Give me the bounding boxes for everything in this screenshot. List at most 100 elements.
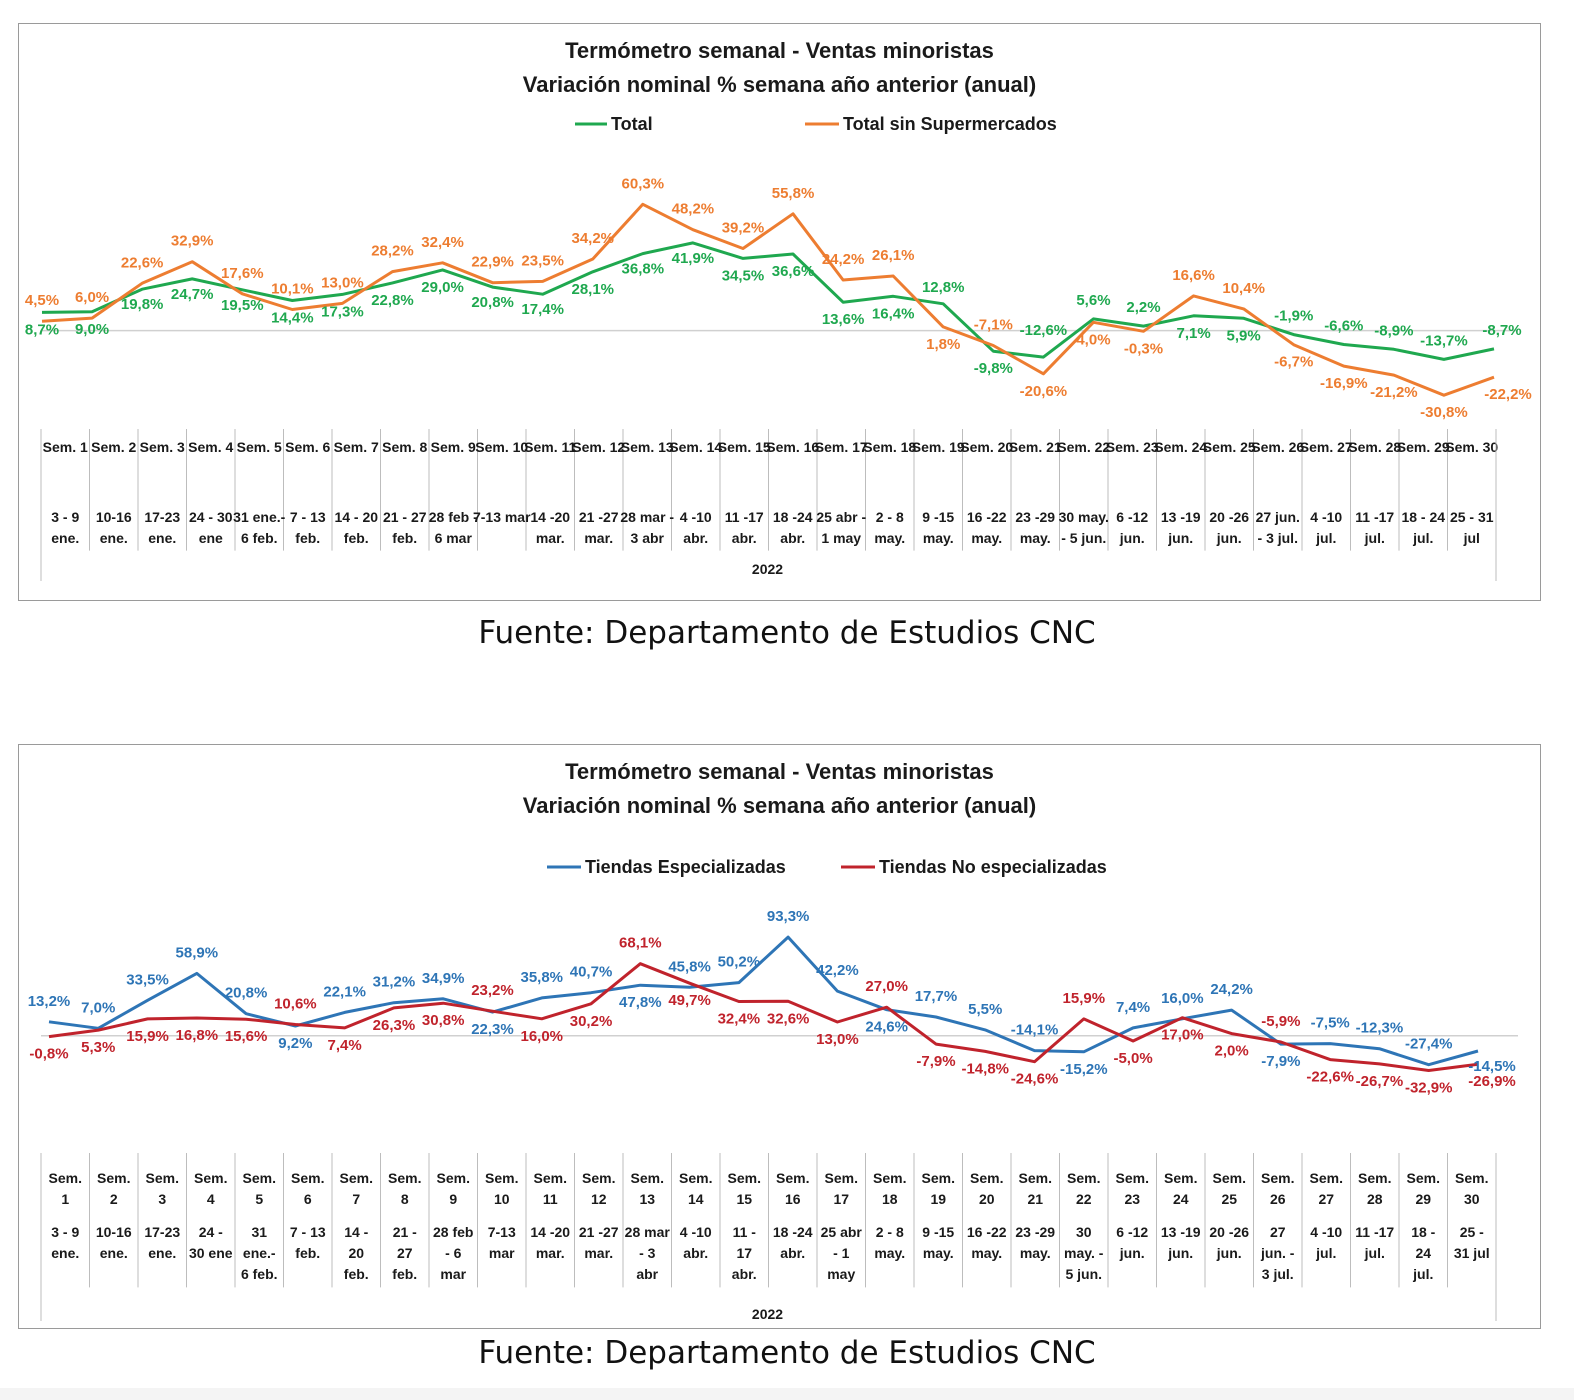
- chart2-title: Termómetro semanal - Ventas minoristas: [565, 759, 994, 784]
- chart2-date-label-13: abr: [636, 1266, 658, 1282]
- chart2-week-label-29: Sem.: [1407, 1170, 1440, 1186]
- chart2-week-label-6: Sem.: [291, 1170, 324, 1186]
- chart2-week-label-27: 27: [1318, 1191, 1334, 1207]
- chart1-data-label-s2-4: 32,9%: [171, 233, 214, 250]
- chart2-week-label-8: 8: [401, 1191, 409, 1207]
- chart1-data-label-s1-15: 34,5%: [722, 267, 765, 284]
- chart2-week-label-12: Sem.: [582, 1170, 615, 1186]
- chart1-data-label-s2-25: 10,4%: [1222, 280, 1265, 297]
- chart1-date-label-27: jul.: [1315, 530, 1336, 546]
- chart1-date-label-8: 21 - 27: [383, 509, 427, 525]
- chart2-date-label-4: 30 ene: [189, 1245, 233, 1261]
- chart1-data-label-s2-10: 22,9%: [471, 254, 514, 271]
- chart1-week-label-14: Sem. 14: [669, 439, 722, 455]
- chart1-week-label-5: Sem. 5: [237, 439, 282, 455]
- chart2-date-label-29: 24: [1415, 1245, 1431, 1261]
- chart2-week-label-19: Sem.: [922, 1170, 955, 1186]
- chart2-week-label-9: Sem.: [437, 1170, 470, 1186]
- chart2-week-label-10: 10: [494, 1191, 510, 1207]
- chart1-data-label-s1-25: 5,9%: [1227, 327, 1261, 344]
- chart1-date-label-25: jun.: [1216, 530, 1242, 546]
- chart2-data-label-s2-23: -5,0%: [1113, 1050, 1152, 1067]
- chart1-series-line-1: [41, 241, 1495, 361]
- chart2-data-label-s2-11: 16,0%: [520, 1028, 563, 1045]
- chart1-date-label-15: abr.: [732, 530, 757, 546]
- chart2-date-label-22: 5 jun.: [1065, 1266, 1102, 1282]
- chart2-date-label-20: 16 -22: [967, 1224, 1007, 1240]
- chart2-date-label-8: 21 -: [393, 1224, 417, 1240]
- chart2-week-label-10: Sem.: [485, 1170, 518, 1186]
- chart2-data-label-s1-10: 22,3%: [471, 1021, 514, 1038]
- chart2-data-label-s1-4: 58,9%: [176, 944, 219, 961]
- chart2-data-label-s1-27: -7,5%: [1311, 1015, 1350, 1032]
- chart1-data-label-s1-30: -8,7%: [1482, 322, 1521, 339]
- chart2-date-label-23: 6 -12: [1116, 1224, 1148, 1240]
- chart1-data-label-s1-28: -8,9%: [1374, 322, 1413, 339]
- chart2-week-label-23: Sem.: [1116, 1170, 1149, 1186]
- chart2-week-label-3: Sem.: [146, 1170, 179, 1186]
- chart2-date-label-2: 10-16: [96, 1224, 132, 1240]
- chart1-week-label-11: Sem. 11: [524, 439, 576, 455]
- chart2-date-label-16: abr.: [780, 1245, 805, 1261]
- chart1-data-label-s1-22: 5,6%: [1076, 292, 1110, 309]
- chart2-data-label-s2-6: 10,6%: [274, 996, 317, 1013]
- chart2-date-label-28: jul.: [1364, 1245, 1385, 1261]
- chart1-week-label-8: Sem. 8: [382, 439, 427, 455]
- chart2-legend-label-1: Tiendas Especializadas: [585, 857, 786, 877]
- chart1-date-label-22: 30 may.: [1059, 509, 1109, 525]
- chart2-week-label-1: 1: [61, 1191, 69, 1207]
- chart2-date-label-29: 18 -: [1411, 1224, 1435, 1240]
- chart2-data-label-s1-17: 42,2%: [816, 962, 859, 979]
- chart1-week-label-20: Sem. 20: [960, 439, 1013, 455]
- chart2-week-label-25: Sem.: [1213, 1170, 1246, 1186]
- chart1-date-label-14: 4 -10: [680, 509, 712, 525]
- chart1-data-label-s1-1: 8,7%: [25, 321, 59, 338]
- chart1-week-label-16: Sem. 16: [766, 439, 819, 455]
- chart2-year-label: 2022: [752, 1306, 783, 1322]
- chart2-date-label-6: feb.: [295, 1245, 320, 1261]
- chart2-week-label-26: 26: [1270, 1191, 1286, 1207]
- chart1-data-label-s1-14: 41,9%: [672, 250, 715, 267]
- chart2-date-label-14: abr.: [683, 1245, 708, 1261]
- chart2-week-label-6: 6: [304, 1191, 312, 1207]
- chart2-date-label-9: - 6: [445, 1245, 462, 1261]
- chart2-week-label-4: Sem.: [194, 1170, 227, 1186]
- chart2-week-label-20: Sem.: [970, 1170, 1003, 1186]
- chart2-data-label-s2-9: 30,8%: [422, 1012, 465, 1029]
- chart2-date-label-3: ene.: [148, 1245, 176, 1261]
- chart1-data-label-s2-1: 4,5%: [25, 292, 59, 309]
- chart2-week-label-30: 30: [1464, 1191, 1480, 1207]
- chart1-data-label-s2-30: -22,2%: [1484, 386, 1532, 403]
- chart2-date-label-14: 4 -10: [680, 1224, 712, 1240]
- chart2-week-label-24: 24: [1173, 1191, 1189, 1207]
- chart2-data-label-s2-21: -24,6%: [1011, 1071, 1059, 1088]
- chart2-date-label-9: 28 feb: [433, 1224, 473, 1240]
- chart1-data-label-s1-17: 13,6%: [822, 311, 865, 328]
- chart1-data-label-s2-21: -20,6%: [1020, 383, 1068, 400]
- chart1-date-label-9: 28 feb -: [429, 509, 478, 525]
- chart1-week-label-27: Sem. 27: [1300, 439, 1353, 455]
- chart2-week-label-11: Sem.: [534, 1170, 567, 1186]
- chart1-week-label-23: Sem. 23: [1106, 439, 1159, 455]
- chart1-date-label-8: feb.: [392, 530, 417, 546]
- chart1-date-label-12: 21 -27: [579, 509, 619, 525]
- chart1-series-line-2: [41, 202, 1495, 397]
- chart2-data-label-s2-27: -22,6%: [1306, 1069, 1354, 1086]
- chart2-week-label-22: 22: [1076, 1191, 1092, 1207]
- chart1-date-label-26: 27 jun.: [1256, 509, 1300, 525]
- chart2-data-label-s2-13: 68,1%: [619, 935, 662, 952]
- chart2-data-label-s1-5: 20,8%: [225, 985, 268, 1002]
- chart1-data-label-s2-27: -16,9%: [1320, 375, 1368, 392]
- chart1-title: Termómetro semanal - Ventas minoristas: [565, 38, 994, 63]
- chart2-data-label-s1-9: 34,9%: [422, 970, 465, 987]
- chart2-date-label-19: may.: [923, 1245, 954, 1261]
- chart1-date-label-23: jun.: [1119, 530, 1145, 546]
- chart2-date-label-12: 21 -27: [579, 1224, 619, 1240]
- chart1-data-label-s2-8: 28,2%: [371, 243, 414, 260]
- chart1-week-label-2: Sem. 2: [91, 439, 136, 455]
- chart2-date-label-1: 3 - 9: [51, 1224, 79, 1240]
- chart1-data-label-s1-27: -6,6%: [1324, 317, 1363, 334]
- chart2-date-label-12: mar.: [584, 1245, 613, 1261]
- chart2-data-label-s1-23: 7,4%: [1116, 999, 1150, 1016]
- chart1-date-label-9: 6 mar: [435, 530, 473, 546]
